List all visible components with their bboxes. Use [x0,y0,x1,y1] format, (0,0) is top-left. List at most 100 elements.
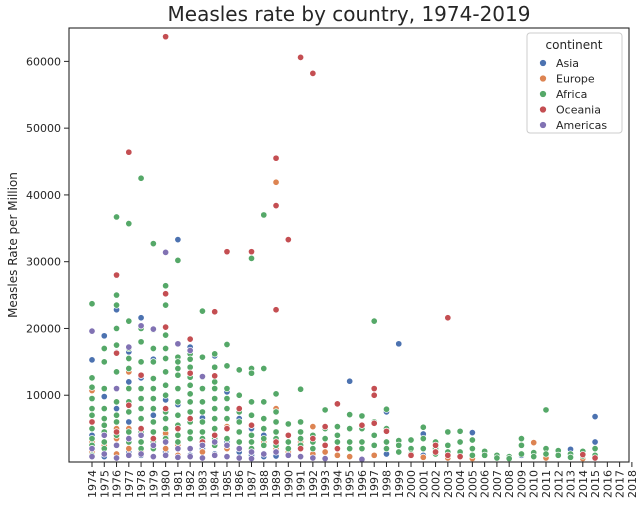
data-point [358,438,366,446]
data-point [223,248,231,256]
data-point [162,354,170,363]
y-tick-label: 20000 [26,322,61,335]
data-point [100,344,108,353]
data-point [321,448,329,456]
data-point [198,372,206,381]
data-point [162,248,170,256]
data-point [591,454,599,462]
data-point [272,428,280,436]
data-point [297,453,305,461]
data-point [88,435,96,443]
data-point [174,236,182,244]
series-americas [88,248,366,463]
data-point [260,398,268,406]
data-point [260,425,268,433]
legend-label: Asia [556,57,579,70]
data-point [468,451,476,459]
data-point [174,425,182,433]
data-point [235,454,243,462]
data-point [346,453,354,461]
data-point [333,400,341,408]
data-point [272,178,280,186]
data-point [112,441,121,449]
data-point [88,425,96,433]
x-tick-label: 1983 [196,470,209,498]
data-point [162,323,170,331]
data-point [468,445,476,453]
data-point [100,421,108,429]
data-point [186,381,194,389]
data-point [333,451,341,459]
data-point [100,332,108,340]
legend: continent Asia Europe Africa Oceania America… [526,32,623,134]
data-point [272,418,280,426]
data-point [260,435,268,443]
data-point [309,423,317,431]
data-point [370,419,378,427]
data-point [162,33,170,41]
x-tick-label: 1975 [98,470,111,498]
x-tick-label: 1997 [368,470,381,498]
data-point [162,301,170,309]
data-point [112,341,121,349]
data-point [223,395,231,403]
x-tick-label: 1985 [221,470,234,498]
data-point [370,441,378,449]
data-point [149,435,157,443]
x-tick-label: 1993 [319,470,332,498]
data-point [297,435,305,443]
data-point [517,441,526,449]
data-point [112,324,121,333]
data-point [370,317,378,325]
data-point [284,431,292,439]
data-point [223,340,231,349]
data-point [88,383,96,391]
data-point [186,415,194,423]
data-point [125,148,133,156]
data-point [321,441,329,449]
data-point [419,423,427,431]
data-point [395,448,403,456]
data-point [112,213,121,221]
data-point [272,408,280,416]
data-point [346,445,354,453]
data-point [223,384,231,393]
data-point [174,358,182,366]
data-point [333,431,341,439]
data-point [419,453,427,461]
data-point [112,418,121,426]
data-point [272,390,280,398]
legend-label: Oceania [556,104,601,117]
data-point [370,451,378,459]
data-point [321,406,329,414]
data-point [100,415,108,423]
data-point [272,438,280,446]
data-point [247,448,256,456]
data-point [211,425,219,433]
data-point [125,364,133,373]
data-point [198,454,206,462]
legend-marker [539,74,547,83]
data-point [223,435,231,443]
data-point [162,331,170,339]
data-point [186,408,194,416]
x-tick-label: 1987 [246,470,259,498]
data-point [186,335,194,343]
data-point [198,353,206,361]
data-point [247,254,256,262]
data-point [100,450,108,458]
data-point [174,371,182,379]
data-point [284,438,292,446]
x-tick-label: 2013 [565,470,578,498]
data-point [346,411,354,419]
data-point [481,451,489,459]
data-point [137,450,145,458]
x-tick-label: 2010 [528,470,541,498]
data-point [88,300,96,308]
data-point [321,435,329,443]
data-point [272,202,280,210]
plot-frame [68,27,630,463]
data-point [88,405,96,413]
